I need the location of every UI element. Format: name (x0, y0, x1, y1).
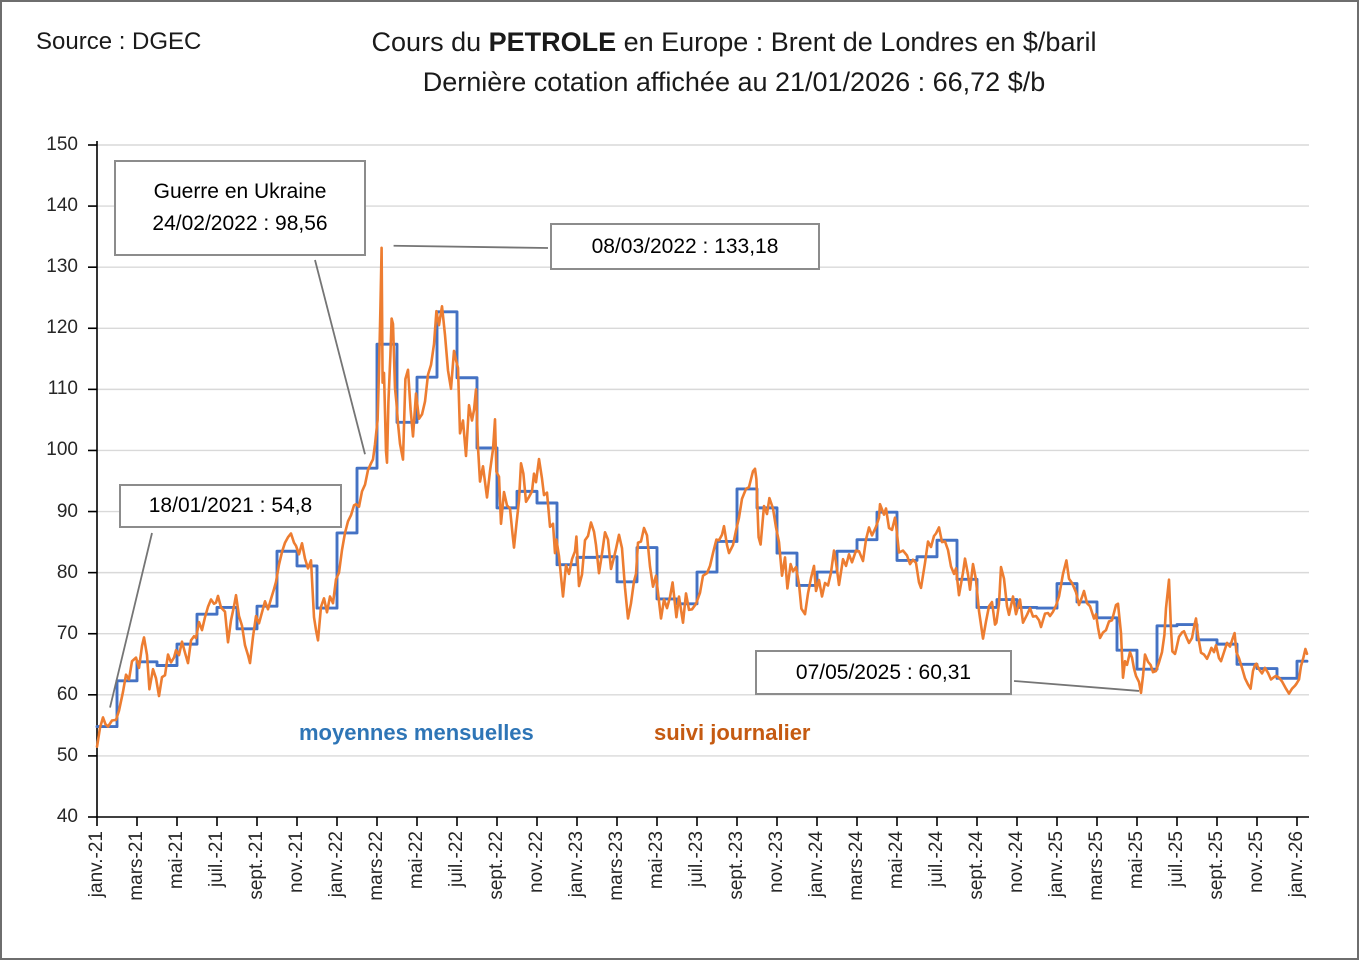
chart-title-suffix: en Europe : Brent de Londres en $/baril (616, 27, 1097, 57)
x-axis-tick-label: nov.-25 (1246, 831, 1267, 893)
legend-daily-series: suivi journalier (654, 720, 811, 745)
x-axis-tick-label: juil.-23 (686, 831, 707, 887)
source-label: Source : DGEC (36, 28, 202, 55)
x-axis-tick-label: janv.-25 (1046, 831, 1067, 898)
chart-subtitle: Dernière cotation affichée au 21/01/2026… (422, 67, 1046, 97)
annotation-peak-text: 08/03/2022 : 133,18 (591, 234, 779, 258)
annotation-leader-line (393, 244, 549, 249)
y-axis-tick-label: 140 (46, 195, 78, 217)
y-axis-tick-label: 50 (56, 744, 78, 766)
x-axis-tick-label: nov.-21 (286, 831, 307, 893)
x-axis-tick-label: mars-24 (846, 831, 867, 901)
annotation-peak-2022: 08/03/2022 : 133,18 (550, 223, 820, 270)
x-axis-tick-label: sept.-22 (486, 831, 507, 900)
annotation-start-2021: 18/01/2021 : 54,8 (119, 484, 342, 528)
x-axis-tick-label: juil.-22 (446, 831, 467, 887)
x-axis-tick-label: janv.-21 (86, 831, 107, 898)
chart-header: Cours du PETROLE en Europe : Brent de Lo… (112, 22, 1356, 102)
x-axis-tick-label: sept.-25 (1206, 831, 1227, 900)
x-axis-tick-label: janv.-22 (326, 831, 347, 898)
x-axis-tick-label: juil.-21 (206, 831, 227, 887)
x-axis-tick-label: nov.-22 (526, 831, 547, 893)
annotation-leader-line (1013, 680, 1140, 692)
x-axis-tick-label: sept.-21 (246, 831, 267, 900)
annotation-ukraine-line1: Guerre en Ukraine (153, 180, 327, 203)
x-axis-tick-label: mars-22 (366, 831, 387, 901)
annotation-leader-line (109, 532, 153, 708)
y-axis-tick-label: 40 (56, 806, 78, 827)
annotation-ukraine-war: Guerre en Ukraine 24/02/2022 : 98,56 (114, 160, 366, 256)
x-axis-tick-label: sept.-23 (726, 831, 747, 900)
legend-monthly-averages: moyennes mensuelles (299, 720, 534, 745)
x-axis-tick-label: nov.-23 (766, 831, 787, 893)
y-axis-tick-label: 110 (47, 378, 78, 400)
x-axis-tick-label: sept.-24 (966, 831, 987, 900)
x-axis-tick-label: juil.-25 (1166, 831, 1187, 887)
x-axis-tick-label: mai-23 (646, 831, 667, 890)
x-axis-tick-label: mai-21 (166, 831, 187, 890)
x-axis-tick-label: mai-22 (406, 831, 427, 890)
chart-title-emphasis: PETROLE (488, 27, 617, 57)
annotation-leader-line (314, 259, 366, 455)
daily-price-line (95, 246, 1309, 749)
y-axis-tick-label: 150 (46, 134, 78, 155)
y-axis-tick-label: 80 (56, 561, 78, 583)
chart-title-prefix: Cours du (371, 27, 489, 57)
y-axis-tick-label: 60 (56, 683, 78, 705)
y-axis-tick-label: 120 (46, 317, 78, 339)
annotation-low-2025: 07/05/2025 : 60,31 (755, 650, 1012, 695)
y-axis-tick-label: 70 (56, 622, 78, 644)
y-axis-tick-label: 130 (46, 256, 78, 278)
y-axis-tick-label: 100 (46, 439, 78, 461)
x-axis-tick-label: mars-21 (126, 831, 147, 901)
x-axis-tick-label: juil.-24 (926, 831, 947, 887)
x-axis-tick-label: janv.-23 (566, 831, 587, 898)
x-axis-tick-label: nov.-24 (1006, 831, 1027, 893)
x-axis-tick-label: mai-24 (886, 831, 907, 890)
x-axis-tick-label: mars-25 (1086, 831, 1107, 901)
chart-title: Cours du PETROLE en Europe : Brent de Lo… (112, 22, 1356, 62)
annotation-start-text: 18/01/2021 : 54,8 (148, 494, 313, 517)
x-axis-tick-label: mars-23 (606, 831, 627, 901)
x-axis-tick-label: janv.-26 (1286, 831, 1307, 898)
y-axis-tick-label: 90 (56, 500, 78, 522)
annotation-low-text: 07/05/2025 : 60,31 (795, 660, 972, 684)
x-axis-tick-label: mai-25 (1126, 831, 1147, 890)
x-axis-tick-label: janv.-24 (806, 831, 827, 898)
annotation-ukraine-line2: 24/02/2022 : 98,56 (152, 212, 328, 235)
